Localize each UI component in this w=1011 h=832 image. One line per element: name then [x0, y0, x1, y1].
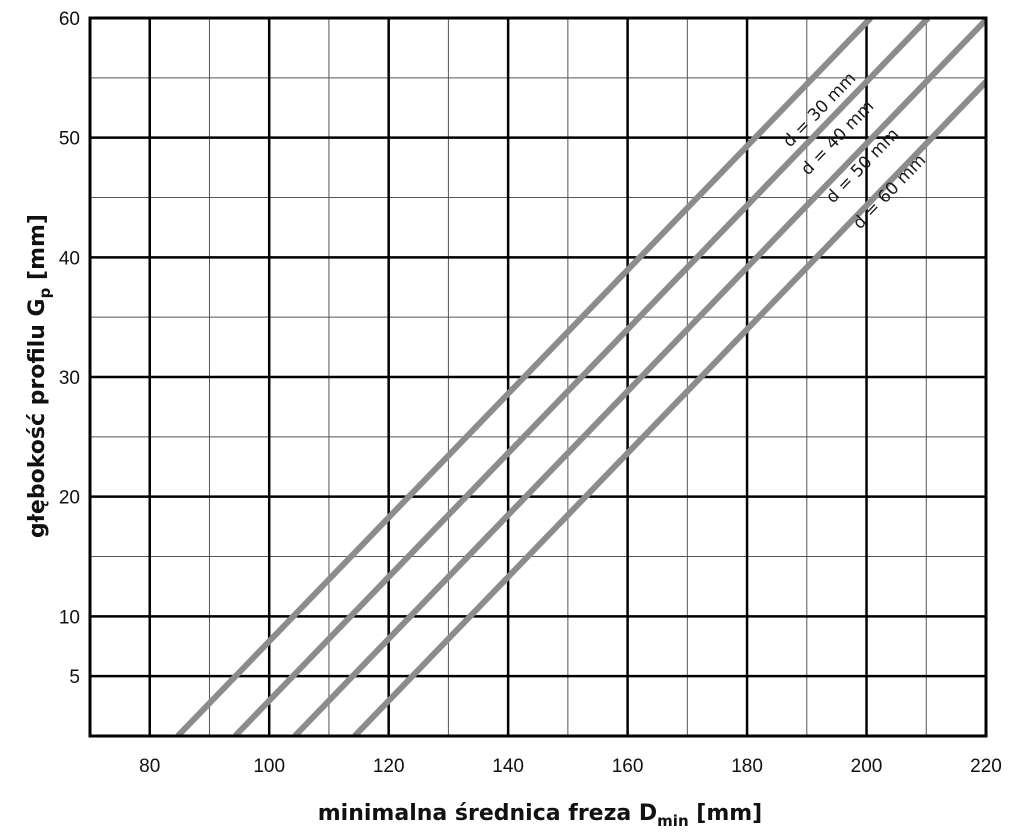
series-line: [175, 18, 873, 736]
x-tick-label: 80: [139, 756, 160, 777]
x-tick-label: 140: [492, 756, 524, 777]
y-tick-label: 30: [59, 368, 80, 389]
plot-frame: [88, 16, 988, 738]
series-line: [232, 18, 931, 736]
x-tick-label: 200: [851, 756, 883, 777]
x-tick-label: 180: [731, 756, 763, 777]
y-axis-tick-labels: 5 10 20 30 40 50 60: [59, 9, 80, 688]
y-axis-title: głębokość profilu Gp [mm]: [25, 214, 54, 538]
x-axis-title: minimalna średnica freza Dmin [mm]: [318, 801, 763, 830]
series-lines: [175, 18, 986, 736]
x-tick-label: 120: [373, 756, 405, 777]
y-tick-label: 5: [69, 667, 80, 688]
series-line: [352, 77, 986, 736]
y-tick-label: 40: [59, 248, 80, 269]
y-tick-label: 60: [59, 9, 80, 30]
y-tick-label: 50: [59, 129, 80, 150]
x-tick-label: 220: [970, 756, 1002, 777]
x-tick-label: 100: [253, 756, 285, 777]
series-line: [292, 18, 986, 736]
y-tick-label: 10: [59, 607, 80, 628]
y-tick-label: 20: [59, 488, 80, 509]
x-tick-label: 160: [612, 756, 644, 777]
x-axis-tick-labels: 80 100 120 140 160 180 200 220: [139, 756, 1002, 777]
grid-major: [90, 18, 986, 736]
